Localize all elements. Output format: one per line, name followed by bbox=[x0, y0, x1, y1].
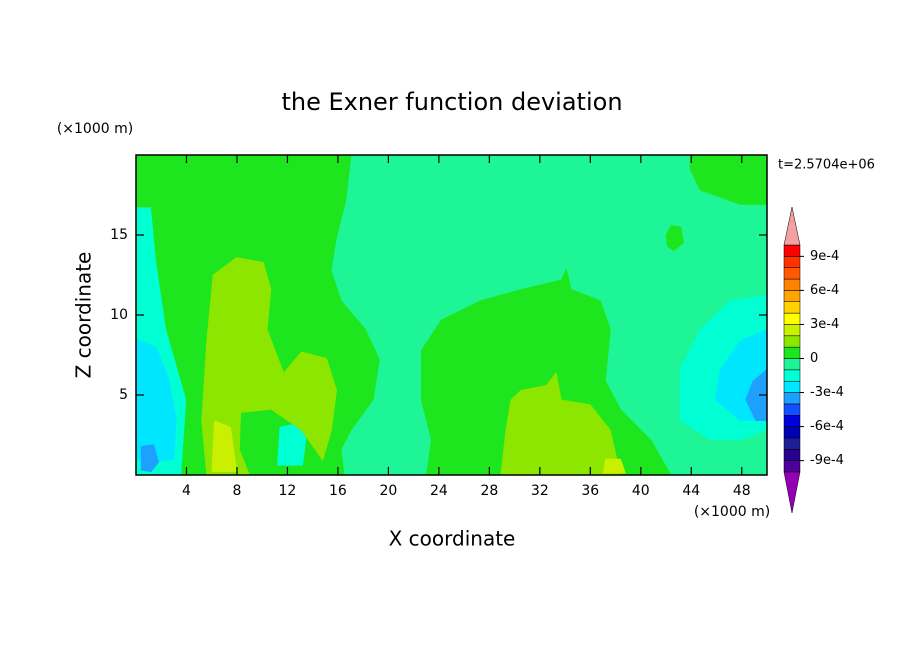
x-tick-label: 44 bbox=[682, 483, 700, 499]
x-tick-label: 36 bbox=[581, 483, 599, 499]
contour-region bbox=[689, 155, 767, 205]
y-unit: (×1000 m) bbox=[57, 121, 133, 137]
colorbar-label: 9e-4 bbox=[810, 249, 839, 264]
x-tick-label: 48 bbox=[733, 483, 751, 499]
colorbar-box bbox=[783, 369, 801, 382]
colorbar-box bbox=[783, 256, 801, 268]
contour-region bbox=[140, 444, 159, 473]
colorbar-over bbox=[783, 206, 801, 246]
colorbar-label: -3e-4 bbox=[810, 385, 844, 400]
chart-title: the Exner function deviation bbox=[281, 88, 622, 116]
colorbar-box bbox=[783, 392, 801, 405]
colorbar-under bbox=[783, 471, 801, 514]
colorbar-box bbox=[783, 312, 801, 325]
colorbar-label: 6e-4 bbox=[810, 283, 839, 298]
colorbar-box bbox=[783, 437, 801, 450]
colorbar-box bbox=[783, 335, 801, 348]
contour-region bbox=[420, 267, 672, 475]
x-tick-label: 28 bbox=[480, 483, 498, 499]
colorbar-box bbox=[783, 460, 801, 473]
contour-region bbox=[665, 225, 684, 252]
x-tick-label: 32 bbox=[531, 483, 549, 499]
x-axis-label: X coordinate bbox=[389, 527, 516, 551]
contour-region bbox=[500, 372, 621, 475]
contour-region bbox=[136, 338, 177, 463]
contour-field bbox=[136, 155, 767, 475]
x-tick-label: 4 bbox=[182, 483, 191, 499]
y-tick-label: 15 bbox=[110, 227, 128, 243]
x-tick-label: 16 bbox=[329, 483, 347, 499]
colorbar-box bbox=[783, 380, 801, 393]
colorbar-box bbox=[783, 426, 801, 439]
x-unit: (×1000 m) bbox=[694, 504, 770, 520]
contour-region bbox=[277, 423, 307, 466]
y-tick-label: 5 bbox=[119, 387, 128, 403]
colorbar-box bbox=[783, 267, 801, 280]
colorbar-box bbox=[783, 403, 801, 416]
colorbar-label: 3e-4 bbox=[810, 317, 839, 332]
x-tick-label: 20 bbox=[379, 483, 397, 499]
colorbar-box bbox=[783, 415, 801, 427]
colorbar-box bbox=[783, 358, 801, 371]
colorbar-box bbox=[783, 244, 801, 257]
colorbar-box bbox=[783, 449, 801, 461]
annotation: t=2.5704e+06 bbox=[778, 158, 875, 173]
colorbar-label: -6e-4 bbox=[810, 419, 844, 434]
x-tick-label: 24 bbox=[430, 483, 448, 499]
colorbar-label: -9e-4 bbox=[810, 453, 844, 468]
colorbar-box bbox=[783, 278, 801, 291]
y-tick-label: 10 bbox=[110, 307, 128, 323]
x-tick-label: 8 bbox=[232, 483, 241, 499]
colorbar-box bbox=[783, 346, 801, 359]
contour-region bbox=[602, 458, 627, 474]
colorbar-box bbox=[783, 290, 801, 302]
colorbar-box bbox=[783, 324, 801, 337]
contour-region bbox=[201, 257, 337, 475]
x-tick-label: 12 bbox=[279, 483, 297, 499]
x-tick-label: 40 bbox=[632, 483, 650, 499]
y-axis-label: Z coordinate bbox=[72, 252, 96, 379]
colorbar-box bbox=[783, 301, 801, 314]
contour-region bbox=[745, 369, 767, 421]
colorbar-label: 0 bbox=[810, 351, 818, 366]
